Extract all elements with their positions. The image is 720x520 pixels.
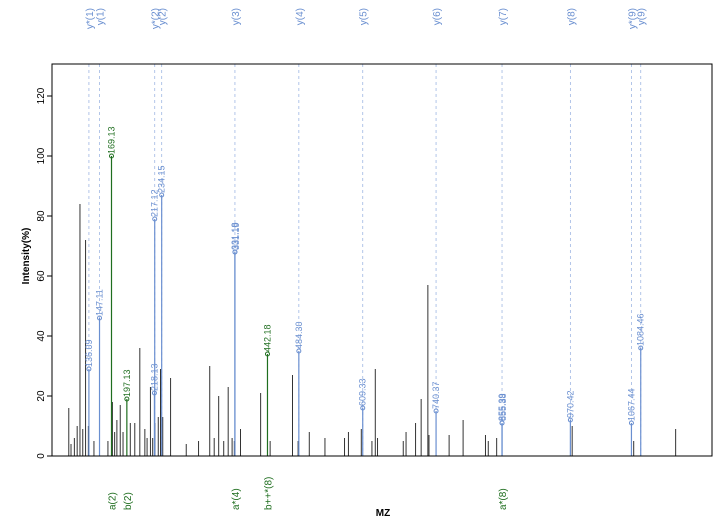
top-ion-label-11: y*(9)	[627, 8, 638, 29]
b-ion-peak-marker-2	[264, 351, 270, 357]
y-tick-label-6: 120	[36, 87, 47, 104]
y-tick-label-3: 60	[36, 270, 47, 282]
top-ion-label-2: y(2)	[158, 8, 169, 25]
bottom-ion-label-0: a(2)	[108, 492, 119, 510]
y-ion-peak-label-6: 331.19	[231, 222, 241, 250]
y-ion-peak-label-0: 136.09	[84, 339, 94, 367]
axes-layer: 0 20 40 60 80 100 120	[36, 63, 713, 459]
b-ion-peak-label-2: 442.18	[262, 324, 272, 352]
y-ion-peak-marker-1	[97, 315, 103, 321]
y-ion-peak-label-10: 855.39	[497, 393, 507, 421]
plot-frame	[51, 63, 713, 457]
top-ion-label-5: y(4)	[295, 8, 306, 25]
y-ion-peak-label-7: 484.30	[294, 321, 304, 349]
bottom-ion-label-1: b(2)	[123, 492, 134, 510]
x-axis-title: MZ	[376, 508, 390, 519]
y-tick-label-4: 80	[36, 210, 47, 222]
y-ion-peak-marker-8	[360, 405, 366, 411]
y-tick-label-1: 20	[36, 390, 47, 402]
y-axis-title: Intensity(%)	[21, 228, 32, 285]
peaks-layer	[68, 153, 677, 456]
y-ion-peak-marker-3	[159, 192, 165, 198]
y-tick-label-2: 40	[36, 330, 47, 342]
y-ion-peak-marker-12	[567, 417, 573, 423]
y-ion-peak-marker-6	[232, 249, 238, 255]
bottom-ion-label-3: b++*(8)	[263, 477, 274, 510]
b-ion-peak-marker-0	[109, 153, 115, 159]
y-ion-peak-marker-14	[638, 345, 644, 351]
ion-labels-layer: y(1)y*(1) y(2)y*(2) y(3) y(4) y(5) y(6) y(7) y(…	[85, 8, 648, 510]
y-ion-peak-label-13: 1067.44	[626, 388, 636, 421]
y-ion-peak-label-11: 855.38	[498, 393, 508, 421]
bottom-ion-label-2: a*(4)	[231, 488, 242, 510]
y-ion-peak-label-3: 234.15	[157, 165, 167, 193]
y-ion-peak-marker-13	[628, 420, 634, 426]
y-ion-peak-label-2: 217.12	[150, 189, 160, 217]
b-ion-peak-marker-1	[124, 396, 130, 402]
top-ion-label-1: y*(1)	[85, 8, 96, 29]
y-ion-peak-label-1: 147.11	[95, 289, 105, 316]
y-ion-peak-marker-2	[152, 216, 158, 222]
b-ion-peak-label-1: 197.13	[122, 369, 132, 397]
y-ion-peak-label-9: 740.37	[431, 381, 441, 409]
top-ion-label-9: y(8)	[566, 8, 577, 25]
bottom-ion-label-4: a*(8)	[498, 488, 509, 510]
top-ion-label-3: y*(2)	[151, 8, 162, 29]
top-ion-label-4: y(3)	[231, 8, 242, 25]
top-ion-label-8: y(7)	[498, 8, 509, 25]
y-tick-label-0: 0	[36, 453, 47, 459]
top-ion-label-6: y(5)	[359, 8, 370, 25]
y-ion-peak-label-8: 609.33	[358, 378, 368, 406]
y-ion-peak-marker-4	[151, 390, 157, 396]
b-ion-peak-label-0: 169.13	[107, 126, 117, 154]
top-ion-label-10: y(9)	[637, 8, 648, 25]
y-ion-peak-label-5: 331.18	[230, 222, 240, 250]
y-ion-peak-label-4: 218.13	[149, 363, 159, 391]
y-ion-peak-marker-0	[86, 366, 92, 372]
y-ion-peak-label-12: 970.42	[565, 390, 575, 418]
y-tick-label-5: 100	[36, 147, 47, 164]
y-ion-peak-marker-11	[499, 420, 505, 426]
y-ion-peak-marker-9	[433, 408, 439, 414]
y-ion-peak-marker-7	[296, 348, 302, 354]
y-ion-peak-label-14: 1084.46	[636, 313, 646, 346]
top-ion-label-7: y(6)	[432, 8, 443, 25]
top-ion-label-0: y(1)	[96, 8, 107, 25]
